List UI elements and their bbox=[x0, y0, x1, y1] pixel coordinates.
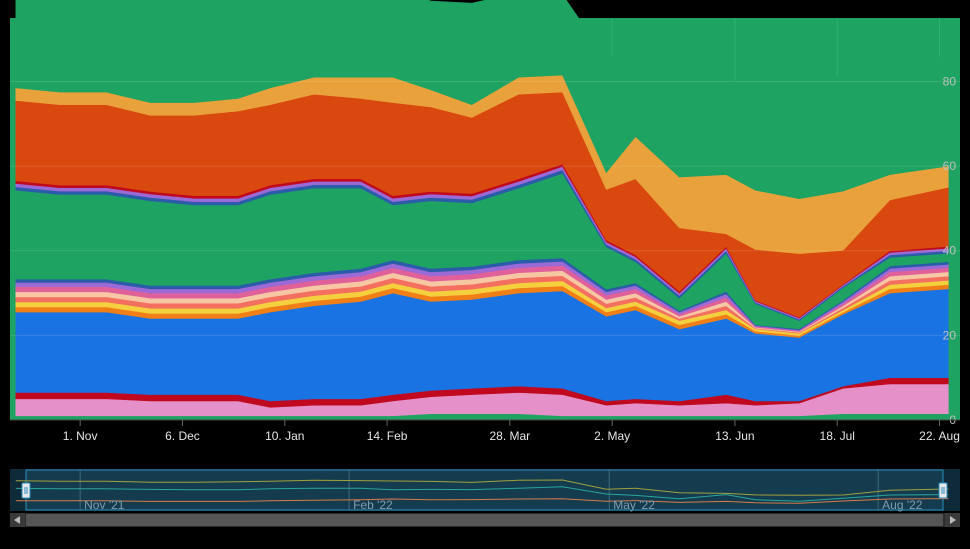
y-tick-label-4: 80 bbox=[943, 74, 957, 88]
stacked-areas bbox=[15, 0, 949, 421]
navigator-label-3: Aug '22 bbox=[882, 498, 923, 512]
arrow-left-icon bbox=[14, 516, 20, 524]
y-tick-label-3: 60 bbox=[943, 159, 957, 173]
navigator-series-3 bbox=[15, 479, 949, 496]
navigator-handle-left[interactable] bbox=[21, 482, 31, 499]
navigator-gridlines bbox=[79, 469, 879, 511]
navigator-series-2 bbox=[15, 498, 949, 504]
navigator-series-1 bbox=[15, 486, 949, 502]
x-tick-label-8: 22. Aug bbox=[919, 429, 960, 443]
x-axis: 1. Nov 6. Dec 10. Jan 14. Feb 28. Mar 2. May 1… bbox=[63, 420, 960, 443]
navigator-label-1: Feb '22 bbox=[353, 498, 393, 512]
scrollbar[interactable] bbox=[10, 513, 960, 527]
y-tick-label-1: 20 bbox=[943, 328, 957, 342]
scrollbar-thumb[interactable] bbox=[26, 514, 943, 526]
x-tick-label-3: 14. Feb bbox=[367, 429, 408, 443]
navigator-label-0: Nov '21 bbox=[84, 498, 125, 512]
navigator-handle-right[interactable] bbox=[938, 482, 948, 499]
navigator[interactable]: Nov '21 Feb '22 May '22 Aug '22 bbox=[10, 469, 960, 512]
navigator-labels: Nov '21 Feb '22 May '22 Aug '22 bbox=[84, 498, 923, 512]
x-tick-label-2: 10. Jan bbox=[265, 429, 304, 443]
y-tick-label-2: 40 bbox=[943, 244, 957, 258]
x-tick-label-0: 1. Nov bbox=[63, 429, 98, 443]
x-tick-label-1: 6. Dec bbox=[165, 429, 200, 443]
x-tick-label-4: 28. Mar bbox=[490, 429, 531, 443]
x-tick-label-6: 13. Jun bbox=[715, 429, 754, 443]
x-tick-label-5: 2. May bbox=[594, 429, 630, 443]
navigator-label-2: May '22 bbox=[613, 498, 655, 512]
arrow-right-icon bbox=[950, 516, 956, 524]
x-tick-label-7: 18. Jul bbox=[820, 429, 855, 443]
area-series-17 bbox=[15, 0, 949, 200]
